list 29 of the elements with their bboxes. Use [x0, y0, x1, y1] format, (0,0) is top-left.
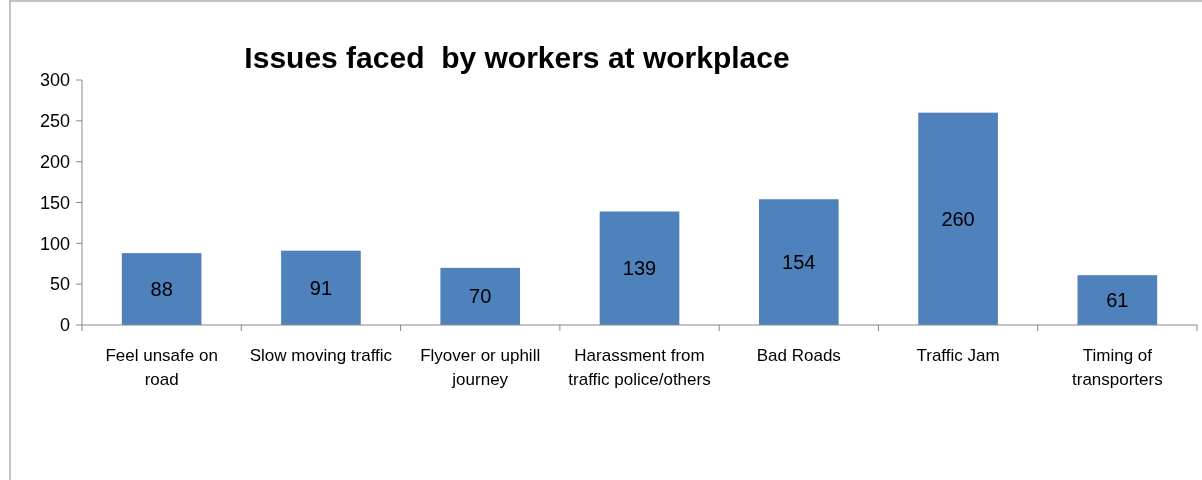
y-tick-label: 100: [39, 233, 70, 254]
data-label: 139: [622, 257, 657, 280]
data-label: 260: [941, 207, 975, 230]
y-tick-label: 0: [59, 315, 70, 336]
y-tick-label: 150: [39, 192, 70, 213]
y-tick-label: 200: [39, 151, 70, 172]
bar: [281, 250, 361, 325]
x-tick-label: Harassment from traffic police/others: [568, 346, 711, 389]
y-tick-label: 250: [39, 111, 70, 132]
x-tick-label: Feel unsafe on road: [105, 346, 218, 389]
x-tick-label: Bad Roads: [756, 346, 841, 365]
data-label: 61: [1106, 289, 1129, 312]
y-tick-label: 50: [49, 274, 70, 295]
bar: [121, 253, 202, 325]
x-tick-label: Timing of transporters: [1072, 346, 1163, 389]
bar: [1077, 275, 1158, 325]
bar: [758, 199, 839, 325]
x-tick-label: Flyover or uphill journey: [420, 346, 541, 389]
chart-title: Issues faced by workers at workplace: [244, 41, 790, 74]
x-tick-label: Traffic Jam: [916, 346, 1000, 365]
x-tick-label: Slow moving traffic: [249, 346, 393, 365]
bar: [918, 112, 998, 325]
data-label: 88: [150, 278, 173, 301]
bar: [599, 211, 680, 325]
bar: [440, 267, 521, 325]
data-label: 154: [782, 251, 816, 274]
data-label: 70: [469, 285, 492, 308]
y-tick-label: 300: [39, 70, 70, 91]
data-label: 91: [309, 276, 333, 299]
